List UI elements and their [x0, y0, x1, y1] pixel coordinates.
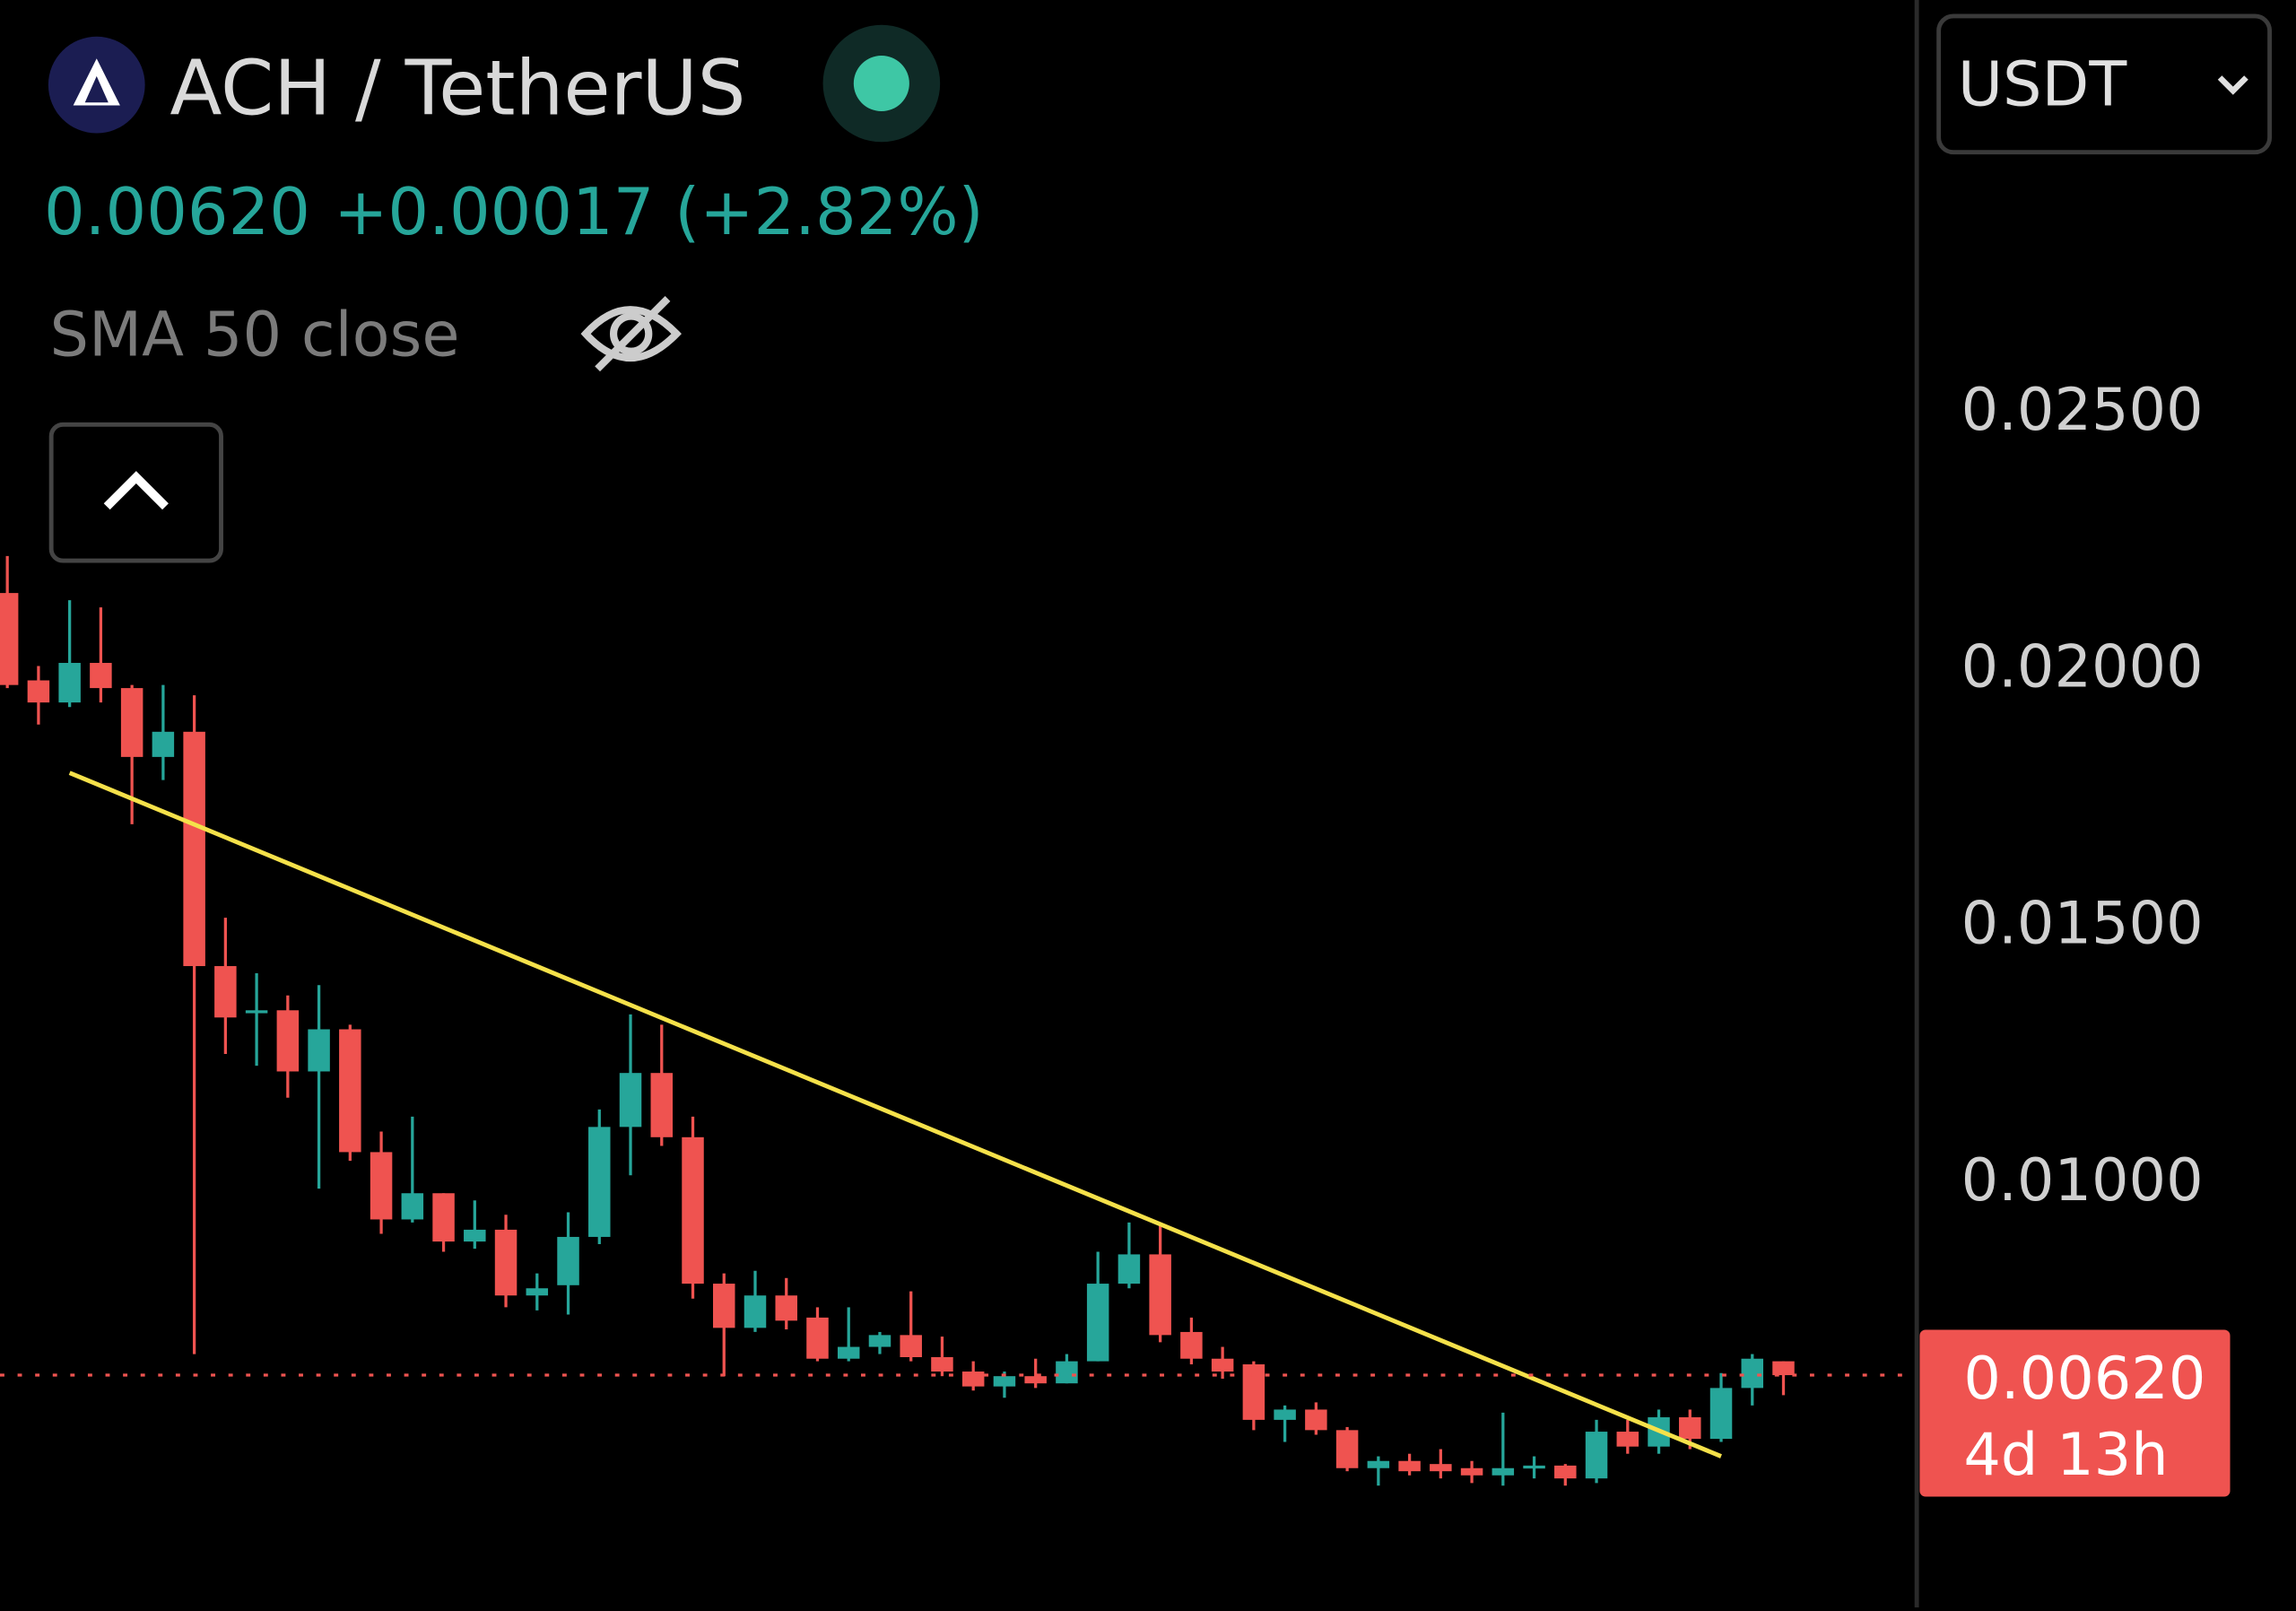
last-price-label: 0.00620 — [1963, 1345, 2205, 1413]
candle-body — [276, 1010, 300, 1072]
candle-body — [1554, 1465, 1577, 1479]
y-tick-label: 0.01500 — [1961, 890, 2204, 958]
candle-body — [1492, 1467, 1515, 1476]
candle-body — [1211, 1358, 1234, 1372]
candle-body — [27, 680, 50, 703]
candle-body — [0, 593, 19, 685]
indicator-label[interactable]: SMA 50 close — [50, 300, 460, 371]
candle-body — [401, 1193, 424, 1220]
status-dot — [853, 56, 909, 112]
y-tick-label: 0.01000 — [1961, 1146, 2204, 1215]
candle-body — [837, 1346, 860, 1359]
candle-body — [775, 1295, 797, 1321]
candle-body — [526, 1288, 549, 1296]
candle-body — [90, 663, 112, 689]
candle-body — [339, 1029, 361, 1153]
candle-body — [1024, 1376, 1047, 1384]
candle-body — [961, 1372, 985, 1387]
collapse-button[interactable] — [48, 422, 223, 563]
candle-body — [993, 1376, 1016, 1387]
candle-body — [557, 1236, 579, 1285]
candle-body — [1056, 1361, 1078, 1384]
candle-body — [1616, 1432, 1639, 1447]
candle-body — [1180, 1331, 1203, 1359]
candle-body — [682, 1136, 704, 1284]
currency-label: USDT — [1958, 49, 2127, 121]
candle-body — [245, 1010, 268, 1014]
candle-body — [1335, 1430, 1359, 1468]
y-tick-label: 0.02000 — [1961, 632, 2204, 701]
chevron-up — [103, 471, 169, 510]
candle-body — [619, 1073, 642, 1128]
candle-body — [1242, 1364, 1265, 1420]
symbol: ACH / TetherUS — [170, 44, 745, 133]
candle-body — [931, 1357, 953, 1372]
candle-body — [900, 1335, 922, 1358]
candle-body — [1460, 1467, 1483, 1476]
price-change: +0.00017 (+2.82%) — [334, 174, 983, 249]
candle-body — [152, 731, 175, 757]
candle-body — [120, 688, 144, 757]
dropdown-arrow — [2217, 75, 2248, 95]
candle-body — [1274, 1409, 1296, 1420]
coin-logo-glyph — [73, 58, 120, 106]
candle-body — [494, 1229, 517, 1296]
candle-body — [1741, 1358, 1764, 1389]
plot-area — [0, 555, 1916, 1486]
last-price-badge — [1919, 1329, 2231, 1497]
candle-body — [370, 1152, 393, 1220]
candle-body — [1398, 1460, 1421, 1472]
candle-body — [1585, 1432, 1608, 1479]
candle-body — [1709, 1388, 1733, 1440]
candle-body — [1149, 1254, 1171, 1336]
y-tick-label: 0.02500 — [1961, 376, 2204, 444]
candle-body — [650, 1073, 674, 1137]
candle-body — [432, 1193, 455, 1242]
candle-body — [1430, 1464, 1452, 1472]
price: 0.00620 — [44, 174, 310, 249]
candle-body — [58, 663, 81, 703]
candle-body — [806, 1317, 829, 1359]
candle-body — [744, 1295, 767, 1328]
currency-select[interactable] — [1936, 13, 2273, 155]
coin-logo — [48, 36, 145, 134]
candle-body — [713, 1284, 735, 1328]
countdown: 4d 13h — [1963, 1421, 2168, 1489]
candle-body — [1305, 1409, 1327, 1431]
candle-body — [464, 1229, 486, 1242]
candle-body — [1772, 1361, 1795, 1376]
candle-body — [868, 1335, 891, 1347]
candle-body — [183, 731, 205, 967]
visibility-toggle[interactable] — [580, 296, 682, 372]
candle-body — [1367, 1460, 1390, 1468]
candle-body — [1523, 1465, 1545, 1469]
candle-body — [1086, 1284, 1109, 1362]
candle-body — [214, 966, 237, 1018]
candle-body — [1118, 1254, 1141, 1284]
trendline — [68, 771, 1722, 1459]
candle-body — [308, 1029, 330, 1072]
candle-body — [1679, 1417, 1701, 1440]
candle-body — [588, 1127, 611, 1237]
